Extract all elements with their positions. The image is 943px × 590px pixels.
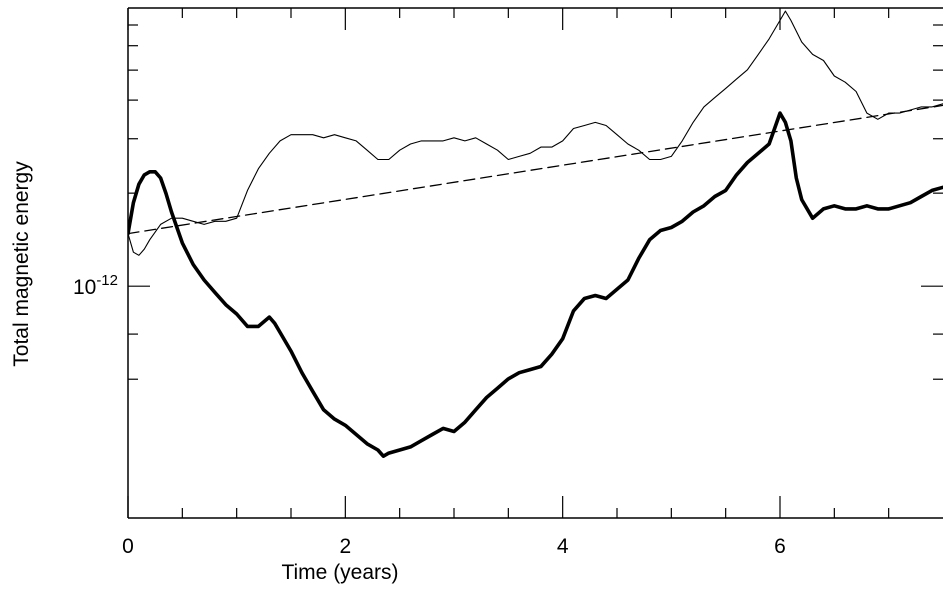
y-tick-label: 10-12 (73, 272, 118, 299)
x-tick-label: 4 (557, 535, 569, 558)
x-axis-title: Time (years) (281, 561, 398, 584)
labels-layer: Time (years) Total magnetic energy (10, 161, 399, 584)
x-tick-label: 2 (339, 535, 351, 558)
series-line-thin (128, 10, 943, 256)
x-tick-label: 0 (122, 535, 134, 558)
y-axis-title: Total magnetic energy (10, 161, 33, 367)
series-layer (128, 10, 943, 458)
series-line-dashed (128, 104, 943, 235)
axes-layer: 0 2 4 6 10-12 (73, 7, 943, 558)
x-tick-label: 6 (774, 535, 786, 558)
series-line-thick (128, 111, 943, 458)
